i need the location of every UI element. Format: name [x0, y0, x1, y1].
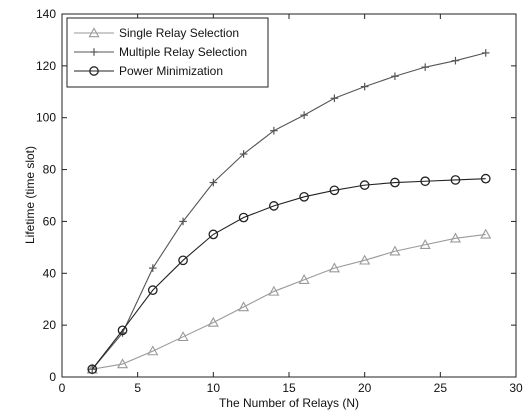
data-point-multiple-relay-selection	[300, 111, 308, 119]
data-point-power-minimization	[117, 325, 128, 336]
data-point-single-relay-selection	[359, 254, 371, 265]
data-point-multiple-relay-selection	[391, 72, 399, 81]
data-point-single-relay-selection	[116, 358, 129, 369]
data-point-single-relay-selection	[207, 316, 219, 327]
data-point-multiple-relay-selection	[481, 49, 490, 57]
y-tick-label: 20	[43, 318, 57, 332]
x-tick-label: 30	[509, 381, 523, 395]
data-point-power-minimization	[390, 177, 400, 188]
x-tick-label: 0	[59, 381, 66, 395]
data-point-power-minimization	[178, 255, 188, 266]
data-point-multiple-relay-selection	[330, 94, 339, 103]
data-point-single-relay-selection	[177, 331, 189, 342]
y-axis-ticks: 0 20 40 60 80 100 120 140	[36, 7, 516, 384]
data-point-multiple-relay-selection	[360, 82, 369, 91]
data-point-power-minimization	[329, 185, 340, 196]
y-tick-label: 40	[43, 266, 57, 280]
y-tick-label: 120	[36, 59, 56, 73]
data-point-single-relay-selection	[389, 245, 401, 256]
data-point-single-relay-selection	[238, 301, 250, 312]
x-tick-label: 5	[134, 381, 141, 395]
series-multiple-relay-selection	[88, 49, 490, 374]
data-point-multiple-relay-selection	[270, 126, 278, 135]
data-point-power-minimization	[420, 176, 431, 187]
legend-marker-power-minimization	[89, 66, 99, 76]
legend-label-multiple-relay: Multiple Relay Selection	[119, 45, 247, 59]
x-tick-label: 10	[207, 381, 221, 395]
series-power-minimization	[87, 173, 491, 375]
y-tick-label: 100	[36, 111, 56, 125]
data-point-single-relay-selection	[419, 239, 431, 249]
data-point-multiple-relay-selection	[209, 178, 218, 187]
legend-label-power-min: Power Minimization	[119, 64, 223, 78]
legend: Single Relay Selection Multiple Relay Se…	[66, 17, 269, 88]
x-tick-label: 25	[434, 381, 448, 395]
series-line-single-relay-selection	[92, 233, 486, 370]
data-point-power-minimization	[299, 191, 309, 202]
legend-entries	[74, 27, 114, 76]
data-point-multiple-relay-selection	[239, 150, 248, 158]
data-point-power-minimization	[359, 180, 370, 190]
data-point-single-relay-selection	[268, 285, 280, 296]
y-axis-label: Lifetime (time slot)	[23, 146, 37, 244]
series-line-power-minimization	[91, 178, 486, 370]
legend-label-single-relay: Single Relay Selection	[119, 26, 239, 40]
legend-marker-multiple-relay-selection	[90, 48, 98, 56]
data-point-power-minimization	[269, 201, 279, 211]
x-axis-ticks: 0 5 10 15 20 25 30	[59, 14, 523, 395]
data-point-multiple-relay-selection	[149, 264, 157, 272]
data-point-power-minimization	[238, 212, 249, 223]
data-point-single-relay-selection	[147, 345, 159, 356]
data-point-power-minimization	[87, 364, 98, 375]
x-axis-label: The Number of Relays (N)	[219, 396, 359, 410]
data-point-power-minimization	[208, 229, 219, 240]
data-point-single-relay-selection	[328, 262, 340, 273]
data-point-power-minimization	[147, 285, 158, 295]
data-point-power-minimization	[480, 173, 491, 184]
y-tick-label: 140	[36, 7, 56, 21]
x-tick-label: 20	[358, 381, 372, 395]
series-layer	[86, 49, 492, 375]
legend-marker-single-relay-selection	[88, 27, 100, 38]
data-point-single-relay-selection	[449, 232, 462, 243]
data-point-multiple-relay-selection	[179, 217, 187, 226]
series-line-multiple-relay-selection	[91, 52, 486, 370]
y-tick-label: 60	[43, 214, 57, 228]
data-point-single-relay-selection	[480, 228, 492, 239]
x-tick-label: 15	[282, 381, 296, 395]
y-tick-label: 80	[43, 163, 57, 177]
data-point-multiple-relay-selection	[451, 56, 460, 65]
y-tick-label: 0	[49, 370, 56, 384]
data-point-power-minimization	[450, 175, 461, 185]
data-point-single-relay-selection	[298, 274, 310, 284]
data-point-multiple-relay-selection	[421, 63, 429, 71]
